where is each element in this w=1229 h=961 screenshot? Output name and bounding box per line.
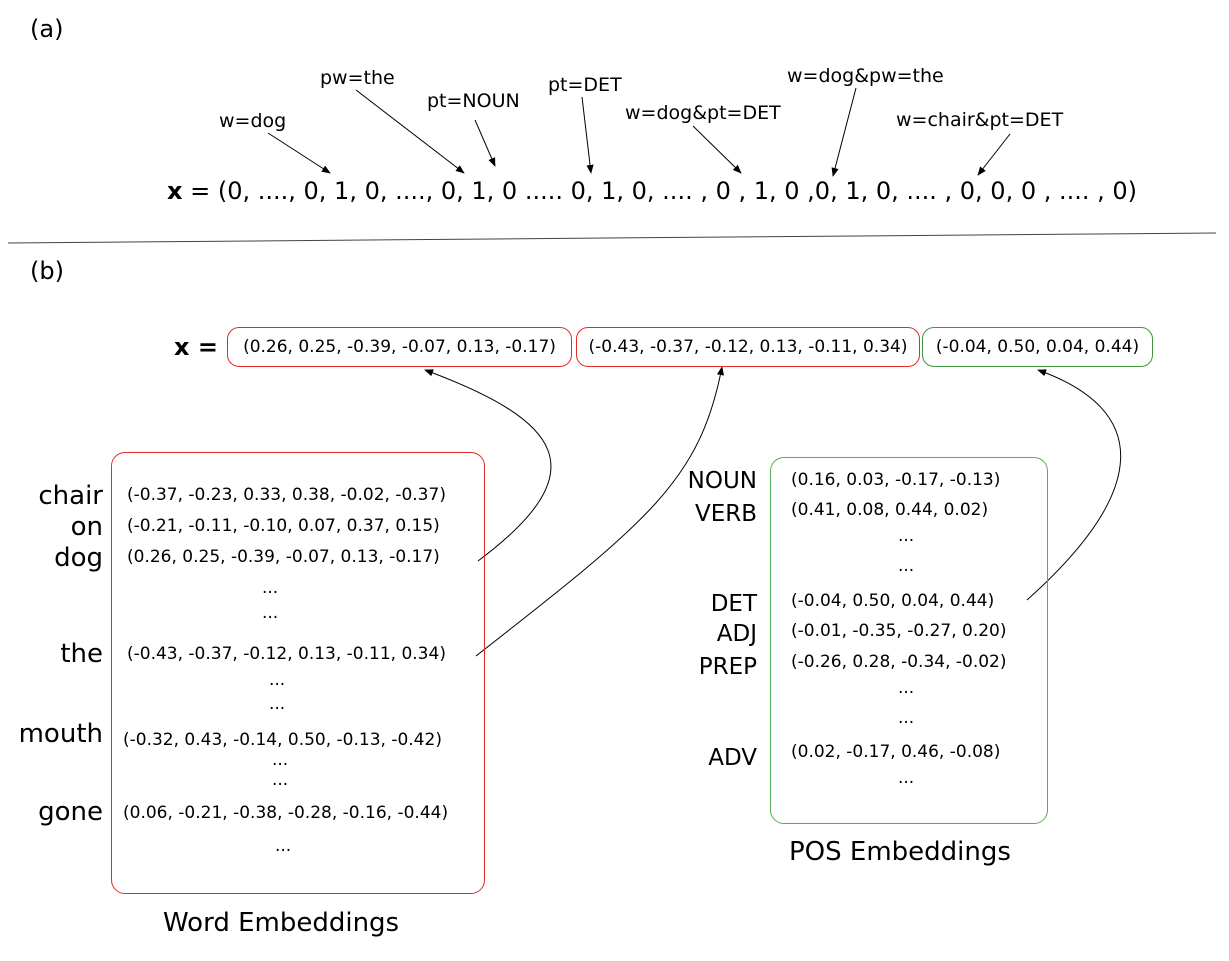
vector-values: = (0, ...., 0, 1, 0, ...., 0, 1, 0 .....… — [182, 177, 1138, 205]
word-label: chair — [38, 481, 103, 511]
ellipsis: ... — [269, 670, 286, 690]
ellipsis: ... — [898, 556, 915, 576]
arrow-pt-noun — [474, 119, 496, 167]
vector-segment-pos: (-0.04, 0.50, 0.04, 0.44) — [922, 327, 1153, 367]
vector-segment-word-1: (0.26, 0.25, -0.39, -0.07, 0.13, -0.17) — [227, 327, 572, 367]
arrow-pt-det — [581, 96, 594, 174]
word-embeddings-box — [111, 452, 485, 894]
arrow-the-to-segment-2 — [475, 366, 724, 657]
word-embedding-row: (0.06, -0.21, -0.38, -0.28, -0.16, -0.44… — [123, 803, 449, 823]
word-label: dog — [54, 543, 103, 573]
word-label: gone — [38, 797, 103, 827]
ellipsis: ... — [898, 708, 915, 728]
arrow-dog-to-segment-1 — [424, 369, 552, 562]
vector-name: x — [167, 177, 183, 205]
pos-tag-label: VERB — [694, 501, 757, 527]
panel-a-label: (a) — [30, 15, 64, 43]
ellipsis: ... — [275, 836, 292, 856]
feature-label: pt=NOUN — [427, 90, 520, 112]
feature-label: w=chair&pt=DET — [896, 109, 1064, 131]
word-embedding-row: (-0.21, -0.11, -0.10, 0.07, 0.37, 0.15) — [127, 516, 440, 536]
pos-tag-label: NOUN — [687, 468, 757, 494]
ellipsis: ... — [272, 750, 289, 770]
pos-embeddings-box — [770, 457, 1048, 824]
arrow-w-dog-pt-det — [692, 125, 742, 174]
pos-embedding-row: (0.41, 0.08, 0.44, 0.02) — [791, 500, 989, 520]
panel-divider — [7, 232, 1217, 244]
arrow-w-chair-pt-det — [977, 133, 1011, 176]
word-embedding-row: (-0.43, -0.37, -0.12, 0.13, -0.11, 0.34) — [127, 644, 446, 664]
pos-tag-label: ADJ — [716, 621, 757, 647]
feature-label: w=dog&pw=the — [787, 65, 944, 87]
pos-embedding-row: (-0.01, -0.35, -0.27, 0.20) — [791, 621, 1007, 641]
ellipsis: ... — [898, 768, 915, 788]
pos-tag-label: PREP — [698, 654, 757, 680]
dense-vector-name: x = — [174, 333, 218, 361]
ellipsis: ... — [272, 770, 289, 790]
word-label: on — [70, 512, 103, 542]
word-embedding-row: (-0.37, -0.23, 0.33, 0.38, -0.02, -0.37) — [127, 485, 446, 505]
pos-embedding-row: (-0.04, 0.50, 0.04, 0.44) — [791, 591, 995, 611]
ellipsis: ... — [262, 603, 279, 623]
ellipsis: ... — [269, 694, 286, 714]
word-embedding-row: (-0.32, 0.43, -0.14, 0.50, -0.13, -0.42) — [123, 730, 442, 750]
pos-embedding-row: (0.02, -0.17, 0.46, -0.08) — [791, 742, 1001, 762]
ellipsis: ... — [898, 678, 915, 698]
feature-label: w=dog — [219, 110, 287, 132]
feature-label: pt=DET — [548, 74, 622, 96]
pos-embedding-row: (0.16, 0.03, -0.17, -0.13) — [791, 470, 1001, 490]
word-embedding-row: (0.26, 0.25, -0.39, -0.07, 0.13, -0.17) — [127, 547, 440, 567]
word-label: the — [60, 639, 103, 669]
ellipsis: ... — [898, 526, 915, 546]
arrow-w-dog — [267, 132, 331, 174]
feature-label: pw=the — [320, 67, 395, 89]
pos-tag-label: ADV — [708, 745, 757, 771]
word-label: mouth — [18, 719, 103, 749]
word-embeddings-caption: Word Embeddings — [163, 908, 400, 938]
feature-label: w=dog&pt=DET — [625, 102, 781, 124]
pos-tag-label: DET — [710, 591, 757, 617]
arrow-det-to-segment-3 — [1026, 369, 1122, 601]
pos-embedding-row: (-0.26, 0.28, -0.34, -0.02) — [791, 652, 1007, 672]
panel-b-label: (b) — [30, 257, 64, 285]
vector-segment-word-2: (-0.43, -0.37, -0.12, 0.13, -0.11, 0.34) — [576, 327, 920, 367]
pos-embeddings-caption: POS Embeddings — [789, 837, 1011, 867]
arrow-pw-the — [355, 89, 465, 174]
arrow-w-dog-pw-the — [831, 87, 857, 177]
one-hot-vector: x = (0, ...., 0, 1, 0, ...., 0, 1, 0 ...… — [167, 179, 1137, 203]
ellipsis: ... — [262, 578, 279, 598]
